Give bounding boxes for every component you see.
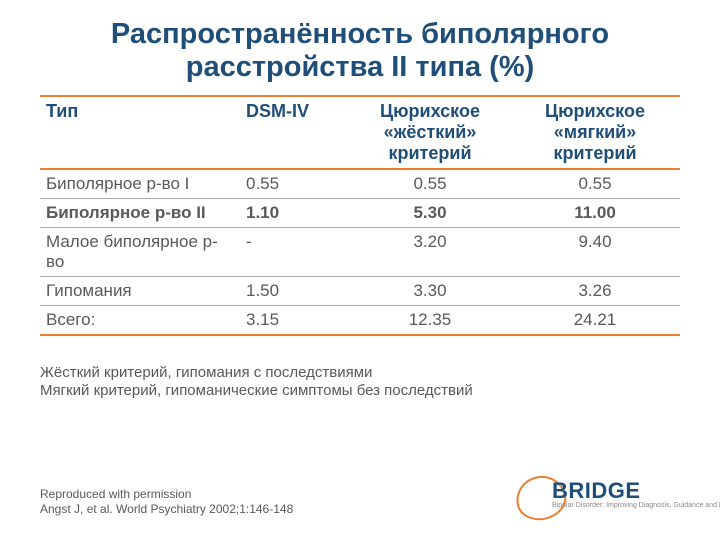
bridge-logo: BRIDGE Bipolar Disorder: Improving Diagn… [516,474,686,522]
cell-label: Биполярное р-во I [40,169,240,199]
table-row: Биполярное р-во I0.550.550.55 [40,169,680,199]
cell-label: Гипомания [40,276,240,305]
cell-label: Малое биполярное р-во [40,227,240,276]
cell-value: 0.55 [510,169,680,199]
cell-value: 3.15 [240,305,350,335]
cell-value: 0.55 [350,169,510,199]
col-header-type: Тип [40,96,240,169]
cell-value: 3.30 [350,276,510,305]
cell-value: 1.50 [240,276,350,305]
col-header-zurich-soft: Цюрихское «мягкий» критерий [510,96,680,169]
citation-line-1: Reproduced with permission [40,487,191,501]
cell-value: 11.00 [510,198,680,227]
table-row: Всего:3.1512.3524.21 [40,305,680,335]
col-header-zurich-hard: Цюрихское «жёсткий» критерий [350,96,510,169]
table-row: Гипомания1.503.303.26 [40,276,680,305]
table-header-row: Тип DSM-IV Цюрихское «жёсткий» критерий … [40,96,680,169]
prevalence-table: Тип DSM-IV Цюрихское «жёсткий» критерий … [40,95,680,336]
citation: Reproduced with permission Angst J, et a… [40,487,293,516]
table-row: Малое биполярное р-во-3.209.40 [40,227,680,276]
cell-value: 12.35 [350,305,510,335]
cell-label: Биполярное р-во II [40,198,240,227]
logo-tagline: Bipolar Disorder: Improving Diagnosis, G… [552,502,720,509]
cell-value: 3.26 [510,276,680,305]
citation-line-2: Angst J, et al. World Psychiatry 2002;1:… [40,502,293,516]
footnote-line-1: Жёсткий критерий, гипомания с последстви… [40,364,372,381]
table-row: Биполярное р-во II1.105.3011.00 [40,198,680,227]
cell-value: - [240,227,350,276]
cell-value: 1.10 [240,198,350,227]
logo-brand-text: BRIDGE [552,478,641,504]
cell-value: 0.55 [240,169,350,199]
slide-title: Распространённость биполярного расстройс… [40,18,680,85]
footnote-line-2: Мягкий критерий, гипоманические симптомы… [40,382,473,399]
cell-value: 5.30 [350,198,510,227]
cell-label: Всего: [40,305,240,335]
cell-value: 24.21 [510,305,680,335]
cell-value: 9.40 [510,227,680,276]
footnote: Жёсткий критерий, гипомания с последстви… [40,364,680,402]
col-header-dsm: DSM-IV [240,96,350,169]
cell-value: 3.20 [350,227,510,276]
